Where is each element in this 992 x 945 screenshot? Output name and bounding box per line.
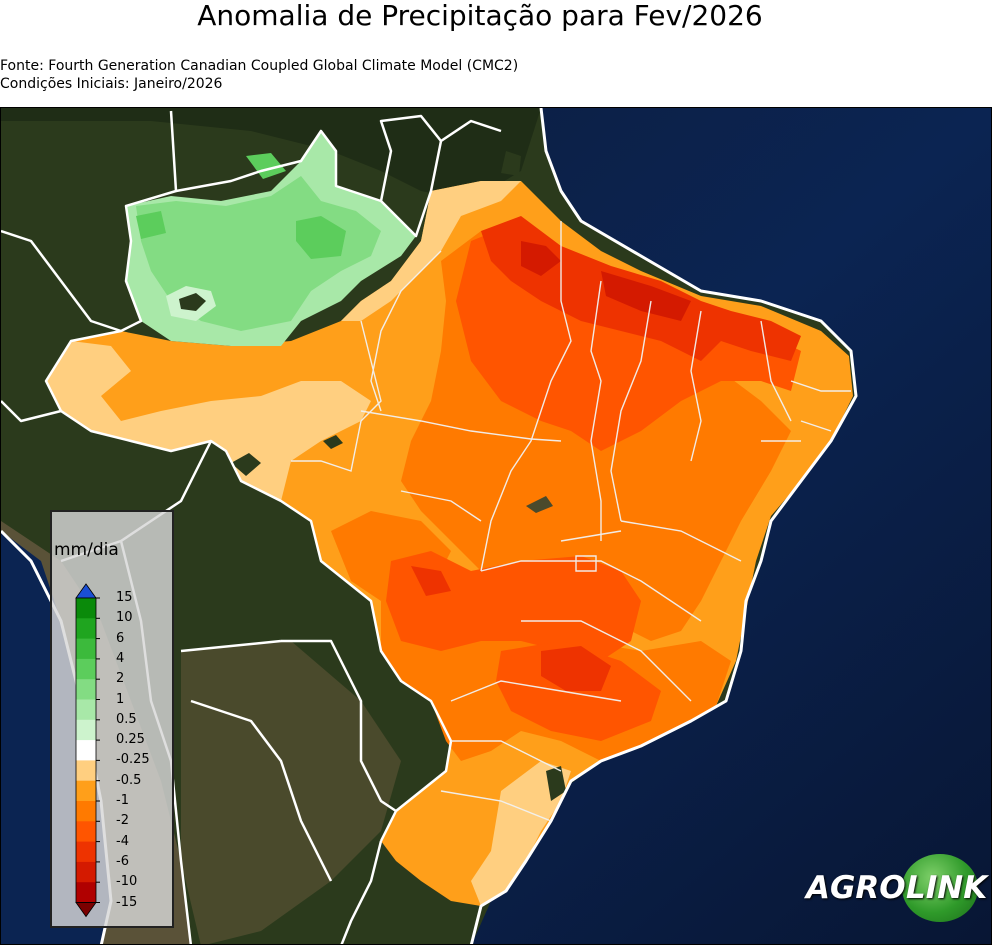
colorbar-top-arrow	[75, 583, 97, 599]
anomaly-red-orange-center	[386, 551, 641, 661]
colorbar-swatch	[76, 658, 96, 680]
legend-box: mm/dia 15 10 6 4 2 1 0.5 0.25 -0.25 -0.5 -1 -2 -4 -6 -…	[50, 510, 174, 928]
anomaly-light-west	[46, 341, 371, 501]
land-patch-marajo	[501, 151, 521, 176]
anomaly-hole-land	[179, 293, 206, 311]
anomaly-darkest-red	[521, 241, 561, 276]
colorbar-tick-label: 10	[116, 610, 133, 626]
colorbar-tick-label: -10	[116, 874, 138, 890]
colorbar-tick-label: -4	[116, 833, 129, 849]
land-patch-brasilia	[526, 496, 553, 513]
colorbar-swatch	[76, 760, 96, 782]
land-patch-acre	[231, 453, 261, 476]
colorbar-swatch	[76, 882, 96, 903]
colorbar-tick-label: 1	[116, 691, 125, 707]
colorbar-swatch	[76, 801, 96, 822]
logo-text-link: LINK	[906, 870, 988, 906]
map-title: Anomalia de Precipitação para Fev/2026	[197, 0, 763, 32]
colorbar-swatch	[76, 638, 96, 660]
initial-conditions-text: Condições Iniciais: Janeiro/2026	[0, 76, 223, 92]
colorbar-swatch	[76, 719, 96, 741]
agrolink-logo: AGRO LINK	[806, 852, 987, 924]
source-text: Fonte: Fourth Generation Canadian Couple…	[0, 58, 519, 74]
land-patch-rondonia	[323, 435, 343, 449]
colorbar-tick-label: -1	[116, 793, 129, 808]
colorbar-swatch	[76, 679, 96, 700]
coastline	[469, 108, 858, 944]
logo-text-agro: AGRO	[806, 870, 906, 906]
colorbar-swatch	[76, 740, 96, 761]
colorbar-tick-label: 0.5	[116, 711, 137, 727]
colorbar-tick-label: 2	[116, 671, 125, 687]
colorbar-frame	[75, 597, 97, 903]
colorbar-tick-label: 15	[116, 590, 133, 605]
colorbar	[75, 583, 100, 918]
anomaly-deep-red-west	[411, 566, 451, 596]
colorbar-tick-label: 6	[116, 630, 125, 646]
colorbar-swatch	[76, 841, 96, 863]
logo-green-circle	[902, 854, 978, 922]
colorbar-tick-label: -0.25	[116, 752, 150, 768]
land-north-coast	[1, 108, 541, 201]
anomaly-light-north	[341, 181, 521, 321]
colorbar-tick-label: -0.5	[116, 772, 142, 788]
colorbar-swatch	[76, 821, 96, 843]
anomaly-darkest-red-2	[601, 271, 691, 321]
legend-unit-label: mm/dia	[54, 540, 119, 560]
land-patch-sc	[546, 766, 566, 801]
colorbar-tick-label: -15	[116, 894, 138, 910]
anomaly-green-high-2	[246, 153, 286, 179]
colorbar-swatch	[76, 598, 96, 619]
anomaly-green-high-3	[136, 211, 166, 239]
colorbar-swatch	[76, 699, 96, 721]
colorbar-tick-label: -6	[116, 853, 129, 869]
colorbar-tick-label: -2	[116, 813, 129, 829]
state-borders	[291, 221, 851, 822]
colorbar-swatch	[76, 780, 96, 802]
colorbar-bottom-arrow	[75, 902, 97, 918]
colorbar-tick-label: 4	[116, 650, 125, 666]
colorbar-swatch	[76, 861, 96, 883]
anomaly-light-south	[471, 761, 571, 906]
anomaly-green-high	[296, 216, 346, 259]
anomaly-deep-red-center	[541, 646, 611, 691]
colorbar-swatch	[76, 618, 96, 640]
colorbar-tick-label: 0.25	[116, 732, 145, 748]
